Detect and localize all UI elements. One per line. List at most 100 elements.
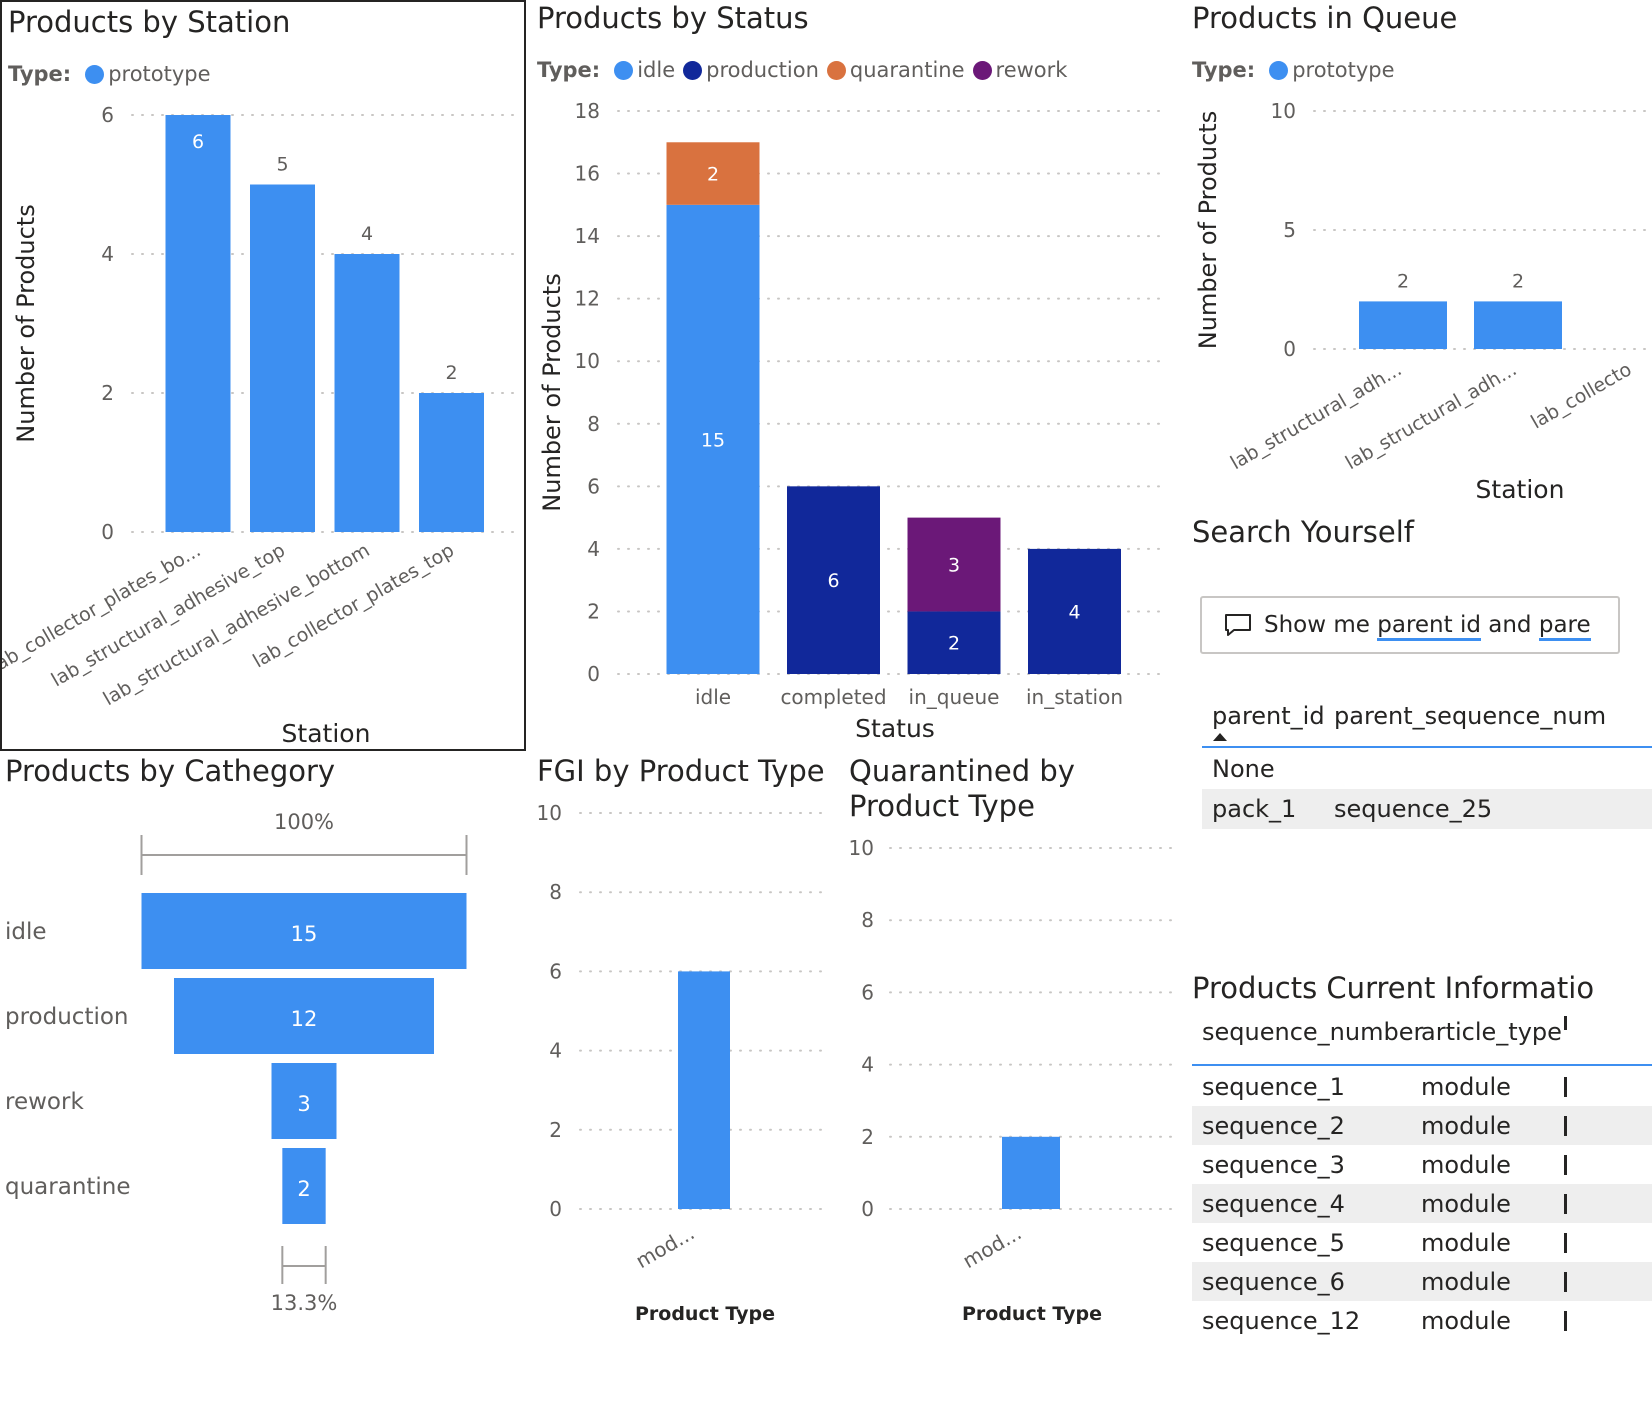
bar-rework[interactable]: [907, 517, 1001, 612]
legend-item-rework[interactable]: rework: [972, 58, 1067, 82]
table-row[interactable]: sequence_4 module: [1192, 1184, 1652, 1223]
x-tick-label: mod...: [959, 1221, 1026, 1274]
y-tick-label: 4: [101, 242, 114, 266]
legend-item-prototype[interactable]: prototype: [1269, 58, 1395, 82]
y-tick-label: 4: [861, 1053, 874, 1077]
table-row[interactable]: sequence_3 module: [1192, 1145, 1652, 1184]
x-axis-title: Product Type: [962, 1303, 1102, 1325]
bar-prototype[interactable]: [334, 254, 400, 532]
data-label: 2: [297, 1177, 310, 1201]
bar-prototype[interactable]: [1359, 301, 1447, 349]
table-row[interactable]: sequence_6 module: [1192, 1262, 1652, 1301]
x-tick-label: idle: [695, 685, 731, 709]
qna-search-input[interactable]: Show me parent id and pare: [1200, 596, 1620, 654]
data-label: 2: [445, 362, 457, 384]
legend-dot-icon: [972, 60, 992, 80]
y-tick-label: 2: [549, 1118, 562, 1142]
legend-dot-icon: [614, 60, 634, 80]
table-cell: sequence_1: [1202, 1072, 1345, 1101]
table-row[interactable]: sequence_5 module: [1192, 1223, 1652, 1262]
bar-production[interactable]: [787, 486, 880, 674]
table-row[interactable]: None: [1202, 749, 1652, 789]
bar-prototype[interactable]: [165, 115, 231, 532]
data-label: 4: [361, 223, 373, 245]
column-header-article-type[interactable]: article_type: [1421, 1018, 1562, 1046]
qna-term-parent[interactable]: pare: [1538, 612, 1591, 641]
fgi-by-product-type-title: FGI by Product Type: [537, 754, 825, 788]
y-tick-label: 6: [101, 103, 114, 127]
products-by-status-legend[interactable]: Type: idle production quarantine rework: [537, 58, 1075, 82]
bar-value[interactable]: [678, 971, 730, 1209]
y-tick-label: 0: [861, 1197, 874, 1221]
y-tick-label: 4: [549, 1039, 562, 1063]
table-cell: None: [1212, 755, 1275, 783]
funnel-bar-rework[interactable]: [271, 1063, 337, 1139]
quarantined-by-product-type-panel: Quarantined by Product Type 0 2 4 6 8 10 Produ…: [840, 751, 1180, 1404]
y-tick-label: 6: [587, 474, 600, 498]
legend-item-prototype[interactable]: prototype: [85, 62, 211, 86]
products-by-station-panel: Products by Station Type: prototype 0 2 4 6…: [0, 0, 526, 751]
products-current-info-title: Products Current Informatio: [1192, 971, 1595, 1005]
products-by-status-chart[interactable]: 0 2 4 6 8 10 12 14 16 18 Number of Products Status 1…: [530, 0, 1180, 751]
y-tick-label: 18: [575, 99, 600, 123]
products-in-queue-panel: Products in Queue Type: prototype 0 5 10 Nu…: [1180, 0, 1652, 520]
bar-value[interactable]: [1002, 1136, 1060, 1209]
table-cell: sequence_6: [1202, 1267, 1345, 1296]
column-header-parent-id[interactable]: parent_id: [1212, 702, 1325, 730]
quarantined-title-line1: Quarantined by: [849, 754, 1075, 788]
sort-ascending-icon[interactable]: [1212, 732, 1228, 742]
legend-item-quarantine[interactable]: quarantine: [826, 58, 965, 82]
funnel-bar-production[interactable]: [174, 978, 434, 1054]
legend-dot-icon: [683, 60, 703, 80]
funnel-category-label: production: [5, 1004, 129, 1030]
table-cell: module: [1421, 1228, 1511, 1257]
table-row[interactable]: sequence_12 module: [1192, 1301, 1652, 1340]
fgi-by-product-type-chart[interactable]: 0 2 4 6 8 10 Product Type mod...: [530, 751, 840, 1404]
data-label: 3: [948, 555, 960, 577]
products-by-station-legend[interactable]: Type: prototype: [8, 62, 219, 86]
legend-item-production[interactable]: production: [683, 58, 819, 82]
table-row[interactable]: pack_1 sequence_25: [1202, 789, 1652, 829]
funnel-bottom-percent: 13.3%: [271, 1291, 338, 1315]
y-tick-label: 14: [575, 224, 600, 248]
clipped-column-edge: [1564, 1076, 1567, 1097]
bar-production[interactable]: [907, 611, 1001, 674]
products-by-category-funnel[interactable]: 100% idle 15 production 12 rework 3 quarantine 2…: [0, 751, 530, 1404]
table-cell: module: [1421, 1150, 1511, 1179]
legend-item-idle[interactable]: idle: [614, 58, 675, 82]
qna-result-table: parent_id parent_sequence_num None pack_…: [1202, 696, 1652, 836]
column-header-sequence-number[interactable]: sequence_number: [1202, 1018, 1424, 1046]
funnel-bar-quarantine[interactable]: [282, 1148, 326, 1224]
bar-production[interactable]: [1028, 548, 1121, 674]
products-in-queue-legend[interactable]: Type: prototype: [1192, 58, 1403, 82]
y-tick-label: 4: [587, 537, 600, 561]
legend-label: Type:: [1192, 58, 1256, 82]
x-axis-title: Station: [282, 719, 371, 748]
search-yourself-title: Search Yourself: [1192, 515, 1414, 549]
bar-prototype[interactable]: [419, 393, 484, 532]
bar-quarantine[interactable]: [666, 142, 760, 205]
qna-term-parent-id[interactable]: parent id: [1377, 612, 1481, 641]
clipped-column-edge: [1564, 1115, 1567, 1136]
data-label: 5: [276, 154, 288, 176]
y-tick-label: 16: [575, 162, 600, 186]
table-cell: module: [1421, 1306, 1511, 1335]
data-label: 2: [707, 164, 719, 186]
table-cell: module: [1421, 1111, 1511, 1140]
legend-dot-icon: [1269, 60, 1289, 80]
table-row[interactable]: sequence_1 module: [1192, 1067, 1652, 1106]
funnel-category-label: quarantine: [5, 1174, 131, 1200]
y-tick-label: 5: [1283, 218, 1296, 242]
bar-prototype[interactable]: [250, 184, 315, 533]
column-header-parent-sequence[interactable]: parent_sequence_num: [1334, 702, 1607, 730]
clipped-column-edge: [1564, 1271, 1567, 1292]
funnel-bar-idle[interactable]: [141, 893, 467, 969]
table-cell: module: [1421, 1267, 1511, 1296]
bar-prototype[interactable]: [1474, 301, 1562, 349]
table-row[interactable]: sequence_2 module: [1192, 1106, 1652, 1145]
quarantined-by-product-type-chart[interactable]: 0 2 4 6 8 10 Product Type mod...: [840, 751, 1180, 1404]
products-by-category-panel: Products by Cathegory 100% idle 15 producti…: [0, 751, 530, 1404]
bar-idle[interactable]: [666, 204, 760, 675]
